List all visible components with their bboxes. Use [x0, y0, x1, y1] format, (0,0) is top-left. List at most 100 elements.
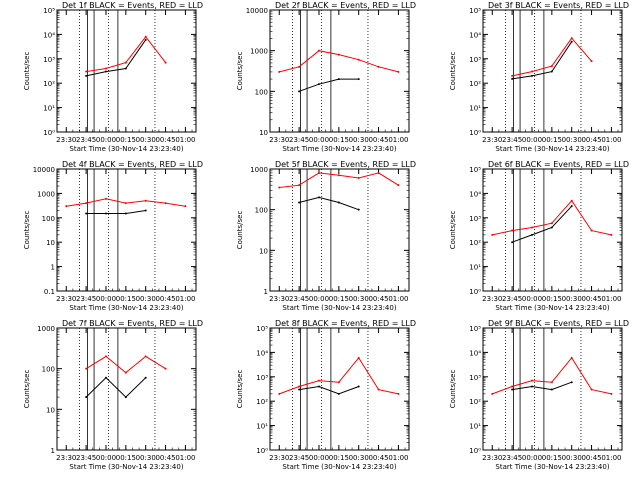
y-axis-label: Counts/sec	[23, 370, 31, 409]
data-point-lld	[337, 174, 340, 177]
x-tick-label: 01:00	[601, 136, 621, 144]
data-point-lld	[357, 58, 360, 61]
series-line-events	[299, 385, 359, 395]
y-tick-label: 10⁴	[469, 349, 481, 357]
series-line-events	[85, 39, 147, 77]
data-point-lld	[610, 392, 613, 395]
data-point-events	[85, 396, 88, 399]
data-point-lld	[610, 233, 613, 236]
data-point-lld	[570, 37, 573, 40]
x-tick-label: 00:00	[96, 136, 116, 144]
data-point-lld	[85, 367, 88, 370]
data-point-lld	[164, 202, 167, 205]
x-axis-label: Start Time (30-Nov-14 23:23:40)	[69, 304, 183, 312]
data-point-events	[104, 70, 107, 73]
data-point-events	[550, 226, 553, 229]
x-tick-label: 01:00	[388, 295, 408, 303]
chart-title: Det 3f BLACK = Events, RED = LLD	[488, 1, 629, 10]
data-point-lld	[550, 65, 553, 68]
y-tick-label: 10²	[256, 398, 268, 406]
y-tick-label: 0.1	[44, 288, 55, 296]
x-tick-label: 23:45	[502, 136, 522, 144]
x-axis-label: Start Time (30-Nov-14 23:23:40)	[69, 145, 183, 153]
data-point-lld	[278, 70, 281, 73]
y-tick-label: 10⁴	[256, 349, 268, 357]
chart-panel-det-6: Det 6f BLACK = Events, RED = LLD 10⁰ 10¹ 10…	[449, 160, 629, 312]
plot-frame	[269, 327, 410, 451]
x-tick-label: 00:00	[309, 295, 329, 303]
y-axis-label: Counts/sec	[23, 52, 31, 91]
x-tick-label: 00:30	[349, 454, 369, 462]
y-tick-label: 10³	[256, 374, 268, 382]
series-line-lld	[492, 356, 612, 395]
data-point-lld	[104, 355, 107, 358]
x-tick-label: 01:00	[175, 454, 195, 462]
plot-frame	[269, 9, 410, 133]
x-tick-label: 23:30	[482, 295, 502, 303]
data-point-events	[298, 201, 301, 204]
x-tick-label: 00:45	[581, 295, 601, 303]
chart-panel-det-7: Det 7f BLACK = Events, RED = LLD 1 10 100 10…	[23, 319, 203, 471]
x-tick-label: 00:45	[368, 295, 388, 303]
y-tick-label: 10	[259, 129, 268, 137]
x-tick-label: 23:30	[482, 454, 502, 462]
data-point-lld	[357, 356, 360, 359]
x-tick-label: 01:00	[601, 295, 621, 303]
data-point-events	[317, 385, 320, 388]
x-tick-label: 01:00	[388, 136, 408, 144]
data-point-events	[511, 77, 514, 80]
x-tick-label: 23:45	[76, 295, 96, 303]
data-point-events	[530, 233, 533, 236]
y-tick-label: 10²	[469, 398, 481, 406]
y-axis-label: Counts/sec	[449, 211, 457, 250]
x-tick-label: 00:15	[542, 454, 562, 462]
data-point-lld	[278, 186, 281, 189]
y-tick-label: 10⁵	[469, 325, 481, 333]
data-point-lld	[317, 49, 320, 52]
chart-panel-det-4: Det 4f BLACK = Events, RED = LLD 0.1 1 10 10…	[23, 160, 203, 312]
data-point-lld	[377, 171, 380, 174]
data-point-events	[298, 388, 301, 391]
x-tick-label: 00:15	[329, 136, 349, 144]
y-tick-label: 10¹	[469, 105, 481, 113]
data-point-lld	[511, 74, 514, 77]
series-line-events	[512, 381, 572, 391]
plot-frame	[56, 327, 197, 451]
x-tick-label: 01:00	[388, 454, 408, 462]
data-point-lld	[570, 199, 573, 202]
y-axis-label: Counts/sec	[236, 370, 244, 409]
x-tick-label: 23:45	[76, 454, 96, 462]
x-tick-label: 00:00	[309, 136, 329, 144]
data-point-lld	[164, 61, 167, 64]
x-tick-label: 00:30	[136, 295, 156, 303]
y-tick-label: 100	[42, 215, 55, 223]
data-point-lld	[278, 392, 281, 395]
x-tick-label: 23:30	[269, 136, 289, 144]
data-point-events	[550, 388, 553, 391]
x-tick-label: 00:00	[522, 136, 542, 144]
y-tick-label: 10⁰	[469, 447, 481, 455]
x-tick-label: 23:30	[269, 454, 289, 462]
y-tick-label: 10¹	[469, 264, 481, 272]
x-axis-label: Start Time (30-Nov-14 23:23:40)	[282, 304, 396, 312]
data-point-lld	[550, 381, 553, 384]
data-point-lld	[85, 70, 88, 73]
data-point-lld	[104, 67, 107, 70]
x-tick-label: 23:30	[56, 136, 76, 144]
data-point-lld	[397, 392, 400, 395]
plot-frame	[269, 168, 410, 292]
y-tick-label: 10⁰	[469, 129, 481, 137]
data-point-events	[85, 74, 88, 77]
chart-title: Det 2f BLACK = Events, RED = LLD	[275, 1, 416, 10]
plot-frame	[482, 327, 623, 451]
data-point-lld	[550, 222, 553, 225]
x-axis-label: Start Time (30-Nov-14 23:23:40)	[495, 304, 609, 312]
data-point-events	[337, 201, 340, 204]
y-tick-label: 10000	[246, 7, 268, 15]
y-tick-label: 10⁰	[256, 447, 268, 455]
x-tick-label: 00:00	[522, 454, 542, 462]
y-tick-label: 1	[51, 264, 55, 272]
data-point-lld	[377, 388, 380, 391]
data-point-lld	[124, 61, 127, 64]
